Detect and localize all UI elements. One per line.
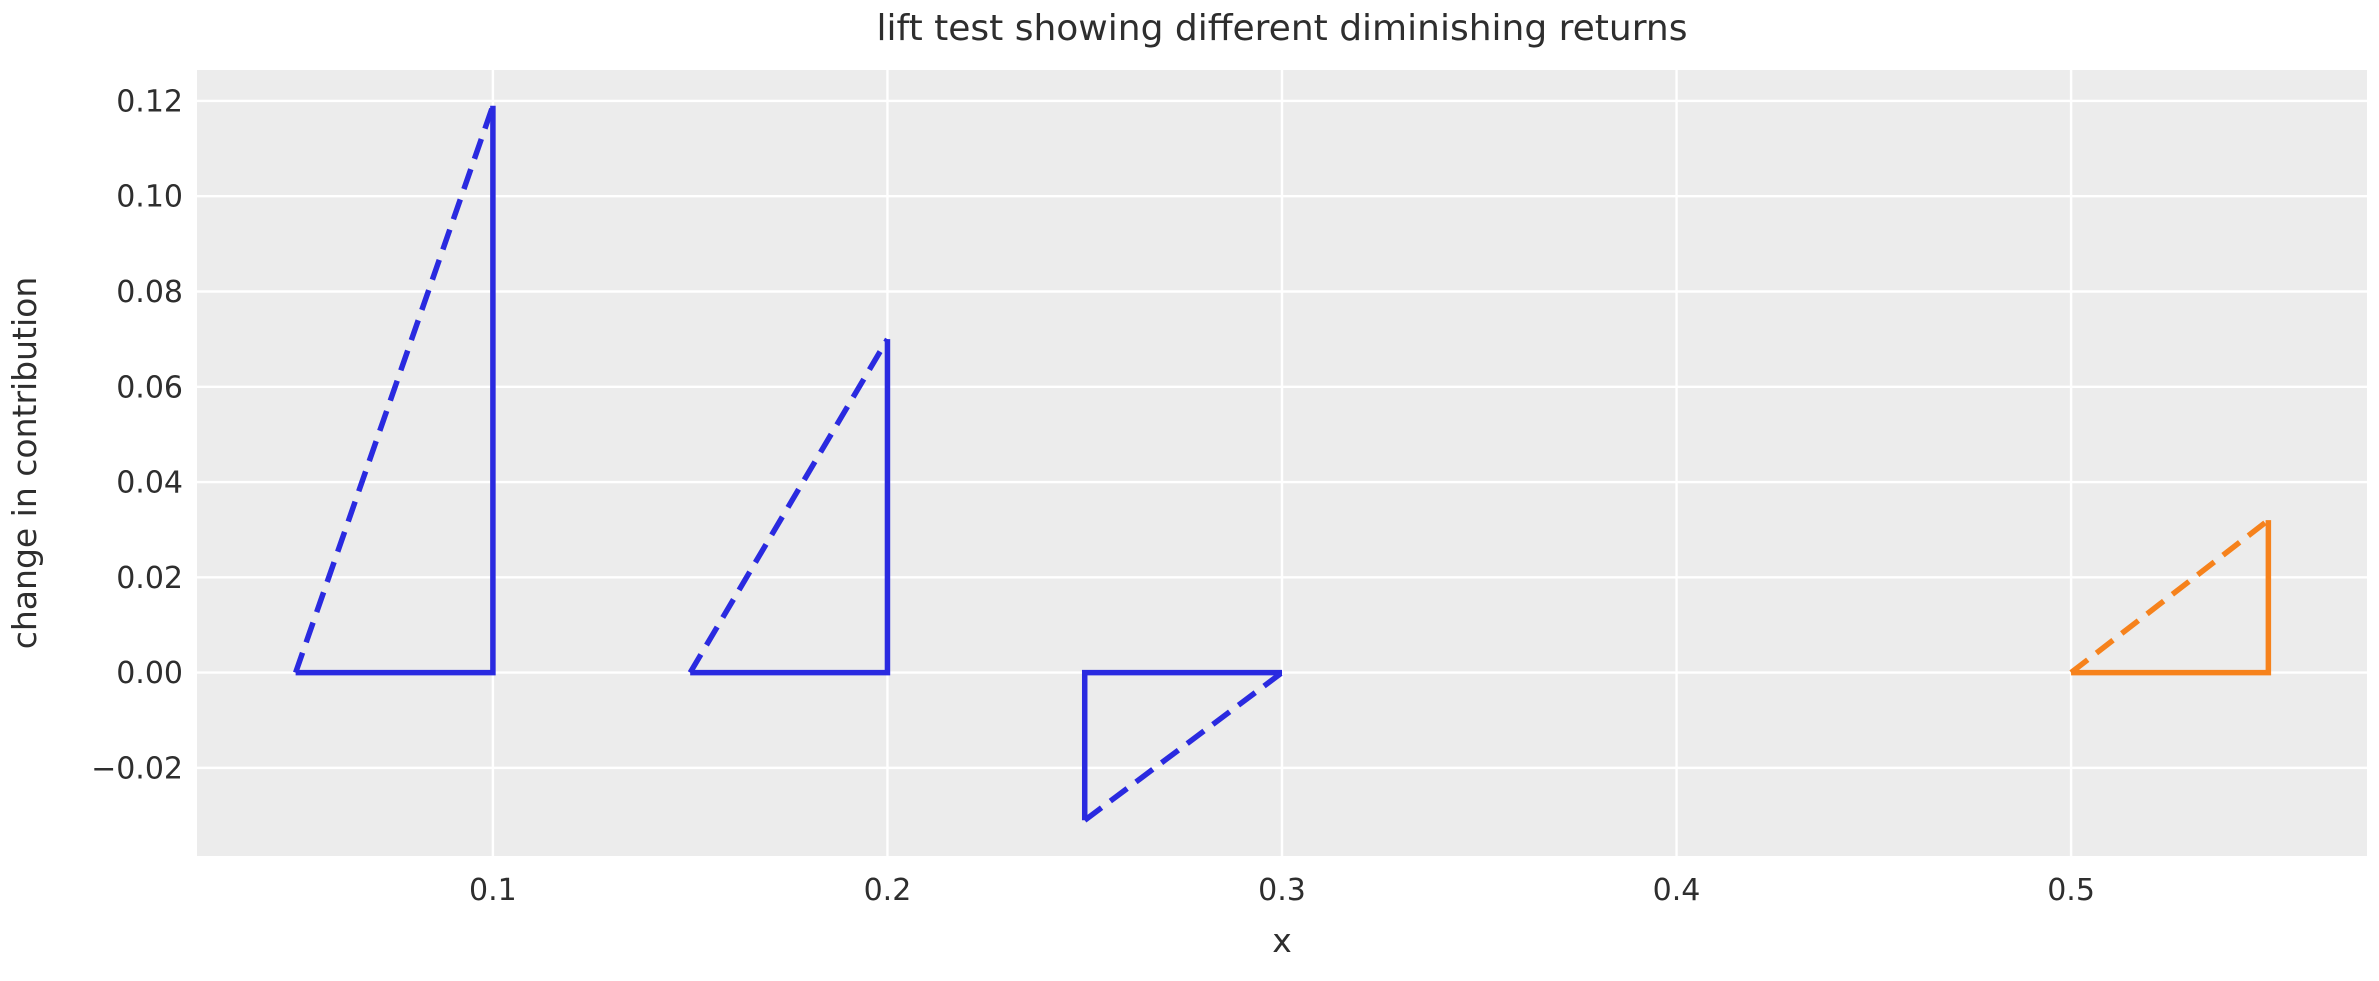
y-tick-label-0.06: 0.06: [116, 370, 183, 405]
x-tick-label-0.1: 0.1: [469, 873, 517, 908]
y-tick-label-0.02: 0.02: [116, 561, 183, 596]
lift-test-2-hypotenuse: [687, 337, 890, 675]
x-tick-label-0.4: 0.4: [1653, 873, 1701, 908]
y-tick-label-0.08: 0.08: [116, 275, 183, 310]
lift-test-2-legs: [690, 339, 891, 676]
y-tick-label-−0.02: −0.02: [91, 751, 183, 786]
lift-test-3-legs: [1081, 669, 1282, 821]
x-tick-label-0.5: 0.5: [2047, 873, 2095, 908]
x-axis-label: x: [1272, 921, 1292, 960]
triangles-layer: [293, 104, 2272, 823]
lift-test-3-hypotenuse: [1083, 670, 1284, 823]
y-axis-label: change in contribution: [5, 277, 44, 650]
y-tick-label-0.04: 0.04: [116, 466, 183, 501]
y-tick-label-0.00: 0.00: [116, 656, 183, 691]
lift-test-1-legs: [295, 105, 496, 676]
x-tick-label-0.3: 0.3: [1258, 873, 1306, 908]
lift-test-4-hypotenuse: [2069, 517, 2271, 675]
lift-test-1-hypotenuse: [293, 104, 496, 674]
chart-title: lift test showing different diminishing …: [877, 8, 1688, 49]
x-tick-label-0.2: 0.2: [864, 873, 912, 908]
lift-test-4-legs: [2071, 520, 2272, 676]
y-tick-label-0.12: 0.12: [116, 84, 183, 119]
tick-labels-layer: −0.02 0.00 0.02 0.04 0.06 0.08 0.10 0.12 0.1 0.2 0…: [91, 84, 2095, 908]
y-tick-label-0.10: 0.10: [116, 180, 183, 215]
